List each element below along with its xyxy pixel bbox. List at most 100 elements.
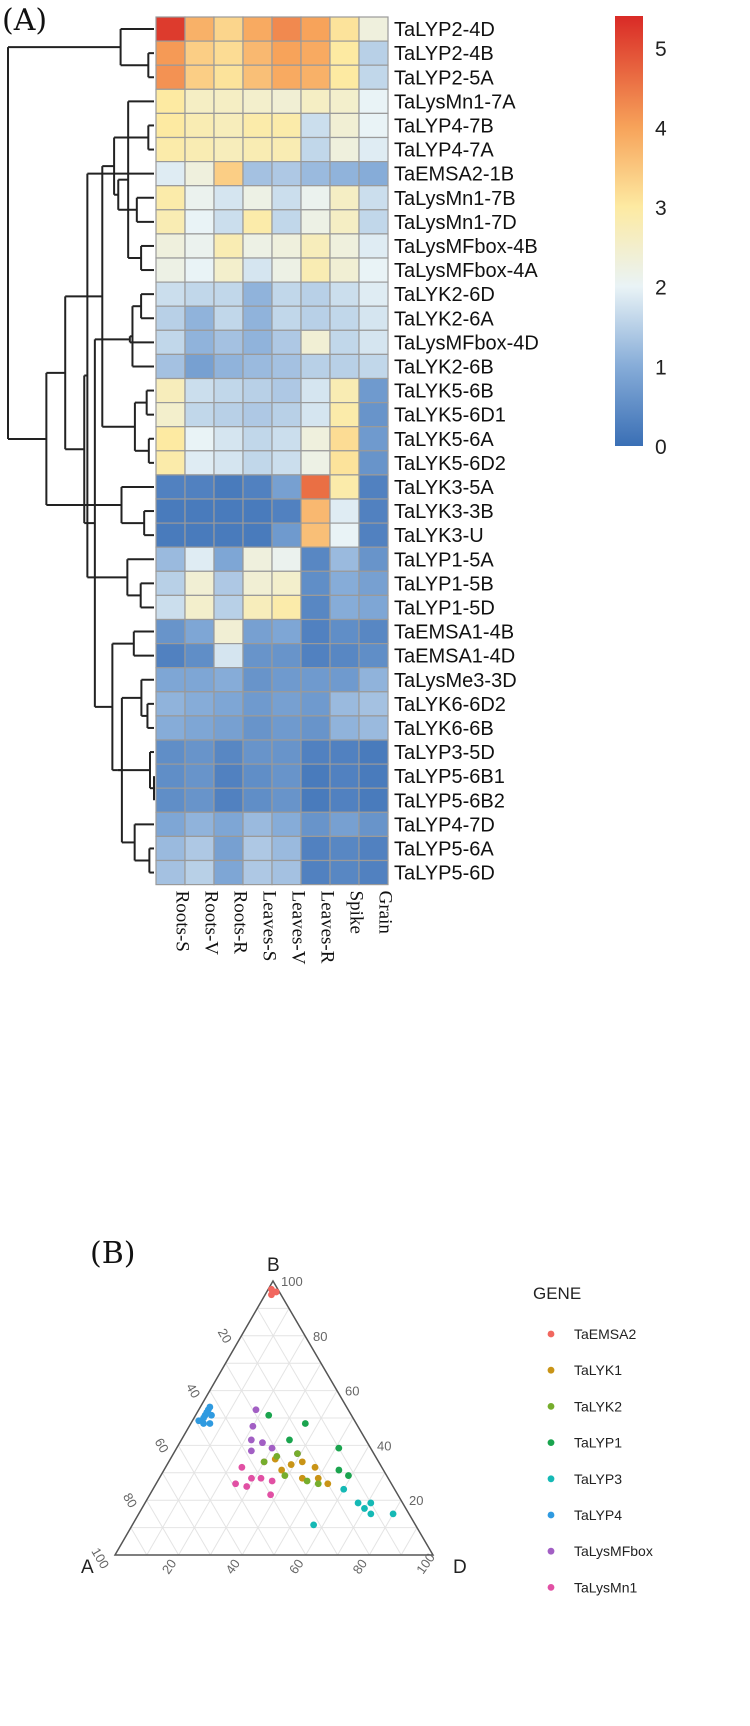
heatmap-cell — [300, 402, 331, 428]
row-label: TaLYP3-5D — [394, 742, 495, 764]
row-label: TaLYK2-6D — [394, 284, 495, 306]
heatmap-cell — [242, 112, 273, 139]
heatmap-cell — [213, 305, 244, 331]
ternary-tick-label: 60 — [152, 1435, 172, 1455]
row-label: TaLYP1-5A — [394, 549, 494, 571]
heatmap-cell — [358, 594, 389, 621]
ternary-point — [301, 1420, 309, 1427]
heatmap-cell — [184, 281, 215, 307]
heatmap-cell — [213, 377, 244, 404]
heatmap-cell — [271, 88, 302, 115]
heatmap-cell — [358, 522, 389, 548]
heatmap-cell — [271, 498, 302, 524]
heatmap-cell — [271, 426, 302, 452]
ternary-point — [314, 1480, 322, 1488]
legend-label: TaLYP4 — [574, 1507, 622, 1523]
ternary-point — [294, 1450, 301, 1458]
ternary-point — [268, 1477, 276, 1485]
ternary-point — [252, 1406, 260, 1414]
heatmap-cell — [184, 329, 215, 355]
heatmap-cell — [300, 377, 331, 404]
heatmap-cell — [271, 811, 302, 837]
ternary-point — [324, 1480, 332, 1488]
heatmap-cell — [329, 281, 360, 307]
row-label: TaLYK5-6D1 — [394, 405, 506, 427]
ternary-tick-label: 60 — [345, 1384, 359, 1399]
grid-line — [146, 1499, 180, 1556]
row-label: TaLYP4-7A — [394, 140, 494, 162]
heatmap-cell — [300, 305, 331, 331]
heatmap-cell — [242, 136, 273, 163]
heatmap-cell — [358, 16, 389, 42]
heatmap-cell — [213, 16, 244, 42]
heatmap-cell — [155, 136, 186, 163]
heatmap-cell — [213, 257, 244, 283]
heatmap-cell — [184, 40, 215, 66]
heatmap-cell — [329, 64, 360, 90]
heatmap-cell — [329, 377, 360, 404]
heatmap-cell — [300, 88, 331, 115]
heatmap-cell — [213, 450, 244, 476]
heatmap-cell — [184, 691, 215, 717]
panel-a-label: (A) — [2, 3, 47, 38]
ternary-point — [287, 1461, 295, 1468]
ternary-point — [273, 1452, 281, 1460]
heatmap-cell — [155, 522, 186, 548]
ternary-point — [208, 1411, 215, 1419]
panel-b-label: (B) — [90, 1236, 135, 1271]
heatmap-cell — [213, 474, 244, 500]
column-label: Leaves-R — [317, 891, 338, 964]
heatmap-cell — [155, 353, 186, 380]
heatmap-cell — [184, 112, 215, 139]
ternary-point — [232, 1480, 239, 1488]
heatmap-cell — [271, 112, 302, 139]
legend-label: TaLysMFbox — [574, 1543, 653, 1559]
grid-line — [273, 1417, 354, 1556]
heatmap-cell — [329, 402, 360, 428]
heatmap-cell — [242, 233, 273, 259]
heatmap-cell — [329, 329, 360, 355]
heatmap-cell — [300, 233, 331, 259]
heatmap-cell — [242, 546, 273, 572]
ternary-point — [268, 1444, 276, 1452]
heatmap-cell — [155, 161, 186, 187]
legend-label: TaLYP1 — [574, 1435, 622, 1451]
heatmap-cell — [329, 570, 360, 596]
row-label: TaLYK3-5A — [394, 477, 494, 499]
heatmap-cell — [358, 642, 389, 669]
heatmap-cell — [358, 257, 389, 283]
heatmap-cell — [300, 642, 331, 669]
heatmap-cell — [358, 739, 389, 765]
heatmap-cell — [184, 787, 215, 813]
heatmap-cell — [155, 281, 186, 307]
row-label: TaLYP2-5A — [394, 67, 494, 89]
heatmap-cell — [329, 498, 360, 524]
heatmap-cell — [155, 112, 186, 139]
heatmap-cell — [329, 546, 360, 572]
heatmap-cell — [155, 40, 186, 66]
heatmap-cell — [271, 353, 302, 380]
legend-tick-label: 4 — [655, 117, 667, 140]
heatmap-cell — [242, 257, 273, 283]
heatmap-cell — [242, 161, 273, 187]
heatmap-cell — [155, 305, 186, 331]
row-label: TaLYK3-U — [394, 525, 484, 547]
row-label: TaLYK3-3B — [394, 501, 494, 523]
heatmap-cell — [184, 16, 215, 42]
ternary-point — [310, 1521, 318, 1529]
heatmap-cell — [242, 281, 273, 307]
legend-label: TaLYK2 — [574, 1398, 622, 1414]
heatmap-cell — [329, 715, 360, 741]
ternary-tick-label: 80 — [120, 1490, 140, 1510]
heatmap-cell — [213, 426, 244, 452]
legend-tick-label: 0 — [655, 436, 667, 459]
row-label: TaLYP2-4D — [394, 19, 495, 41]
heatmap-cell — [358, 185, 389, 211]
heatmap-cell — [358, 450, 389, 476]
row-label: TaLYP5-6B1 — [394, 766, 505, 788]
heatmap-cell — [271, 642, 302, 669]
heatmap-cell — [155, 257, 186, 283]
heatmap-cell — [358, 570, 389, 596]
row-label: TaLYP4-7B — [394, 115, 494, 137]
legend-swatch — [547, 1547, 555, 1555]
